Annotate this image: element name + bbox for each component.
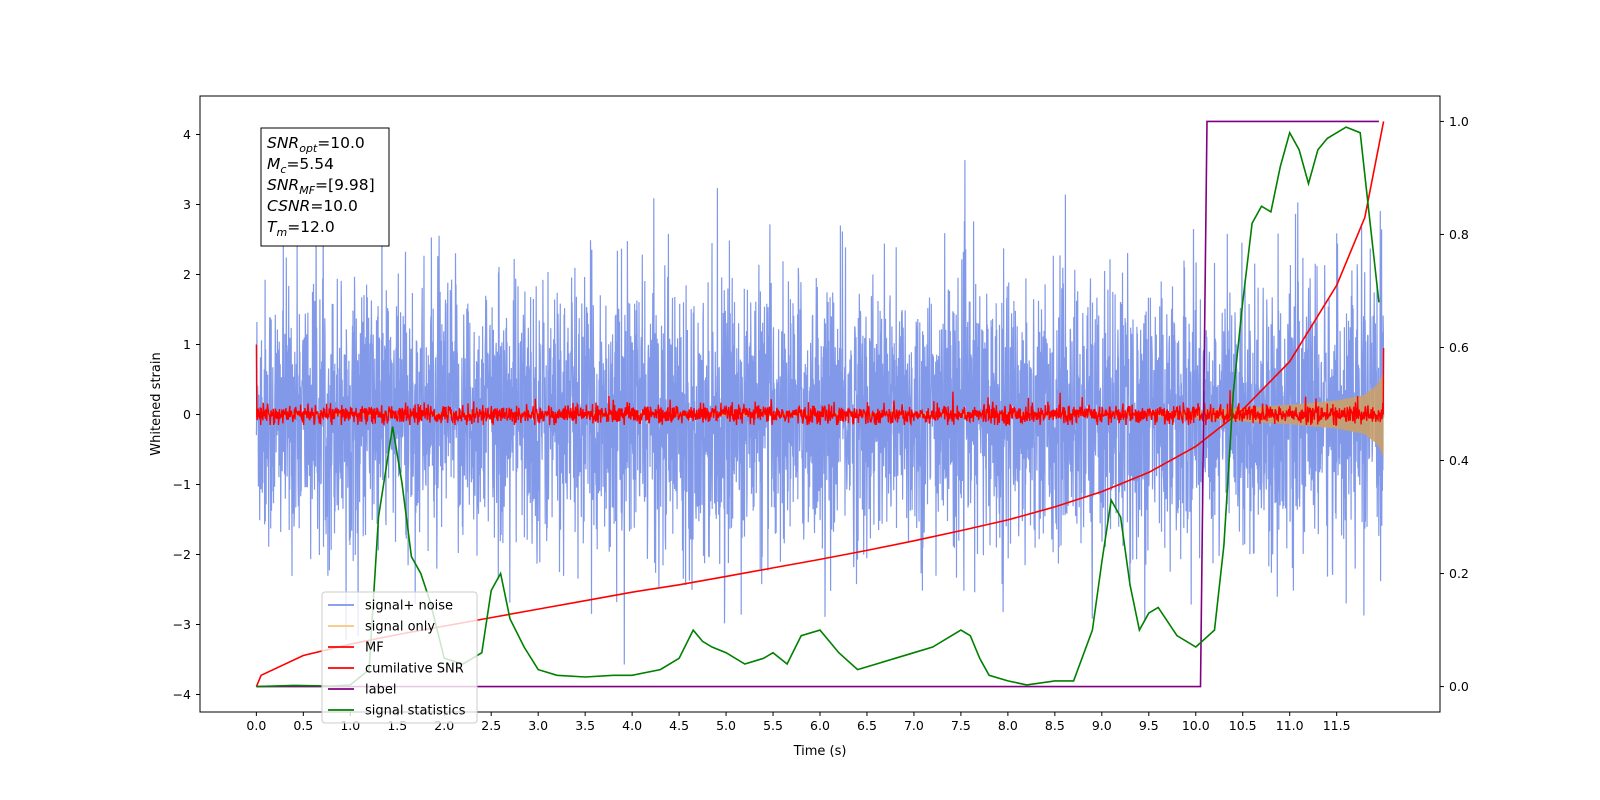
y-axis-label: Whitened strain (149, 352, 164, 455)
x-tick-label: 10.5 (1229, 718, 1257, 733)
series-signal-statistics (256, 126, 1380, 688)
x-tick-label: 7.0 (904, 718, 924, 733)
y-tick-label: −3 (173, 617, 191, 632)
annotation-line: SNRMF=[9.98] (267, 176, 375, 197)
y-tick-label: 2 (183, 267, 191, 282)
y2-tick-label: 0.6 (1449, 340, 1469, 355)
legend-label: signal statistics (365, 704, 466, 719)
x-tick-label: 0.5 (293, 718, 313, 733)
x-tick-label: 9.5 (1139, 718, 1159, 733)
legend-label: label (365, 683, 396, 698)
x-tick-label: 6.5 (857, 718, 877, 733)
annotation-line: SNRopt=10.0 (267, 134, 365, 155)
y2-tick-label: 1.0 (1449, 114, 1469, 129)
x-tick-label: 4.0 (622, 718, 642, 733)
y-tick-label: −4 (173, 687, 191, 702)
x-tick-label: 6.0 (810, 718, 830, 733)
y-axis-right: 0.0 0.2 0.4 0.6 0.8 1.0 (1440, 114, 1469, 694)
legend: signal+ noise signal only MF cumilative SNR… (321, 591, 478, 724)
y-tick-label: 3 (183, 197, 191, 212)
annotation-line: Tm=12.0 (267, 218, 335, 239)
x-tick-label: 8.5 (1045, 718, 1065, 733)
x-axis-label: Time (s) (793, 744, 847, 759)
y-tick-label: −2 (173, 547, 191, 562)
series-label (256, 120, 1379, 688)
annotation-line: CSNR=10.0 (267, 197, 358, 215)
annotation-frame (260, 127, 390, 247)
legend-label: signal+ noise (365, 599, 453, 614)
x-tick-label: 2.5 (481, 718, 501, 733)
x-tick-label: 10.0 (1182, 718, 1210, 733)
legend-frame (321, 591, 478, 724)
y-tick-label: −1 (173, 477, 191, 492)
y2-tick-label: 0.8 (1449, 227, 1469, 242)
x-tick-label: 7.5 (951, 718, 971, 733)
x-tick-label: 8.0 (998, 718, 1018, 733)
y-tick-label: 1 (183, 337, 191, 352)
y-tick-label: 4 (183, 127, 191, 142)
x-tick-label: 11.5 (1323, 718, 1351, 733)
x-tick-label: 5.0 (716, 718, 736, 733)
legend-label: cumilative SNR (365, 662, 464, 677)
x-tick-label: 9.0 (1092, 718, 1112, 733)
x-tick-label: 4.5 (669, 718, 689, 733)
x-tick-label: 5.5 (763, 718, 783, 733)
y-axis-left: −4 −3 −2 −1 0 1 2 3 4 (173, 127, 200, 702)
series-mf (255, 344, 1385, 427)
x-axis: 0.0 0.5 1.0 1.5 2.0 2.5 3.0 3.5 4.0 4.5 5.0 5.5 6.0 6… (246, 712, 1351, 733)
legend-label: signal only (365, 620, 435, 635)
y2-tick-label: 0.2 (1449, 566, 1469, 581)
x-tick-label: 11.0 (1276, 718, 1304, 733)
x-tick-label: 3.5 (575, 718, 595, 733)
y2-tick-label: 0.4 (1449, 453, 1469, 468)
x-tick-label: 0.0 (246, 718, 266, 733)
y2-tick-label: 0.0 (1449, 679, 1469, 694)
legend-label: MF (365, 641, 384, 656)
y-tick-label: 0 (183, 407, 191, 422)
annotation-line: Mc=5.54 (267, 155, 334, 176)
x-tick-label: 3.0 (528, 718, 548, 733)
